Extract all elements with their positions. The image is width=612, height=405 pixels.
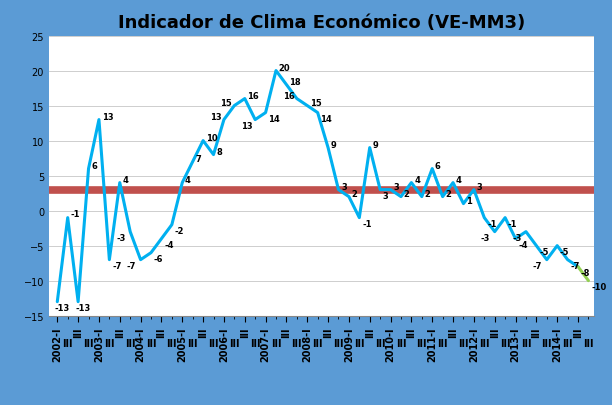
Text: 15: 15	[310, 99, 322, 108]
Text: 8: 8	[216, 148, 222, 157]
Text: -3: -3	[116, 233, 125, 242]
Text: -13: -13	[54, 303, 70, 312]
Text: III: III	[521, 338, 531, 348]
Text: 4: 4	[122, 176, 129, 185]
Text: -1: -1	[362, 219, 371, 228]
Text: 6: 6	[91, 162, 97, 171]
Text: III: III	[354, 338, 365, 348]
Text: III: III	[229, 338, 239, 348]
Title: Indicador de Clima Económico (VE-MM3): Indicador de Clima Económico (VE-MM3)	[118, 14, 525, 32]
Text: -7: -7	[533, 261, 542, 270]
Text: 2: 2	[404, 190, 409, 199]
Text: -1: -1	[487, 219, 496, 228]
Text: 4: 4	[414, 176, 420, 185]
Text: 14: 14	[321, 114, 332, 124]
Text: -4: -4	[518, 240, 528, 249]
Text: 14: 14	[268, 114, 280, 124]
Text: 4: 4	[456, 176, 461, 185]
Text: 9: 9	[331, 141, 337, 150]
Text: III: III	[125, 338, 135, 348]
Text: 9: 9	[373, 141, 378, 150]
Text: III: III	[458, 338, 469, 348]
Text: 13: 13	[102, 113, 113, 122]
Text: III: III	[312, 338, 323, 348]
Text: III: III	[187, 338, 198, 348]
Text: III: III	[396, 338, 406, 348]
Text: 6: 6	[435, 162, 441, 171]
Text: 1: 1	[466, 197, 472, 206]
Text: 2: 2	[352, 190, 357, 199]
Text: III: III	[271, 338, 282, 348]
Text: -1: -1	[70, 209, 80, 218]
Text: III: III	[104, 338, 114, 348]
Text: 10: 10	[206, 134, 217, 143]
Text: 7: 7	[195, 155, 201, 164]
Text: 13: 13	[210, 113, 222, 122]
Text: -2: -2	[174, 226, 184, 235]
Text: -7: -7	[127, 261, 136, 270]
Text: 3: 3	[477, 183, 482, 192]
Text: 4: 4	[185, 176, 191, 185]
Text: -1: -1	[508, 219, 517, 228]
Text: III: III	[250, 338, 261, 348]
Text: III: III	[146, 338, 156, 348]
Text: III: III	[62, 338, 73, 348]
Text: III: III	[438, 338, 448, 348]
Text: III: III	[583, 338, 594, 348]
Text: III: III	[500, 338, 510, 348]
Text: III: III	[375, 338, 386, 348]
Text: 3: 3	[383, 191, 389, 200]
Text: 15: 15	[220, 99, 232, 108]
Text: -5: -5	[560, 247, 570, 256]
Text: 16: 16	[283, 92, 295, 101]
Text: -4: -4	[164, 240, 174, 249]
Text: III: III	[417, 338, 427, 348]
Text: 20: 20	[279, 64, 291, 73]
Text: III: III	[83, 338, 94, 348]
Text: 2: 2	[425, 190, 430, 199]
Text: -10: -10	[591, 282, 606, 291]
Text: III: III	[208, 338, 218, 348]
Text: III: III	[166, 338, 177, 348]
Text: 18: 18	[289, 78, 301, 87]
Text: 16: 16	[247, 92, 259, 101]
Text: -7: -7	[112, 261, 122, 270]
Text: 3: 3	[394, 183, 399, 192]
Text: III: III	[291, 338, 302, 348]
Text: 2: 2	[446, 190, 451, 199]
Text: -13: -13	[75, 303, 91, 312]
Text: -7: -7	[570, 261, 580, 270]
Text: -3: -3	[512, 233, 521, 242]
Text: III: III	[542, 338, 552, 348]
Text: -5: -5	[539, 247, 548, 256]
Text: 13: 13	[241, 122, 253, 130]
Text: -3: -3	[481, 233, 490, 242]
Text: III: III	[333, 338, 344, 348]
Text: III: III	[562, 338, 573, 348]
Text: III: III	[479, 338, 490, 348]
Text: 3: 3	[341, 183, 347, 192]
Text: -8: -8	[581, 268, 590, 277]
Text: -6: -6	[154, 254, 163, 263]
